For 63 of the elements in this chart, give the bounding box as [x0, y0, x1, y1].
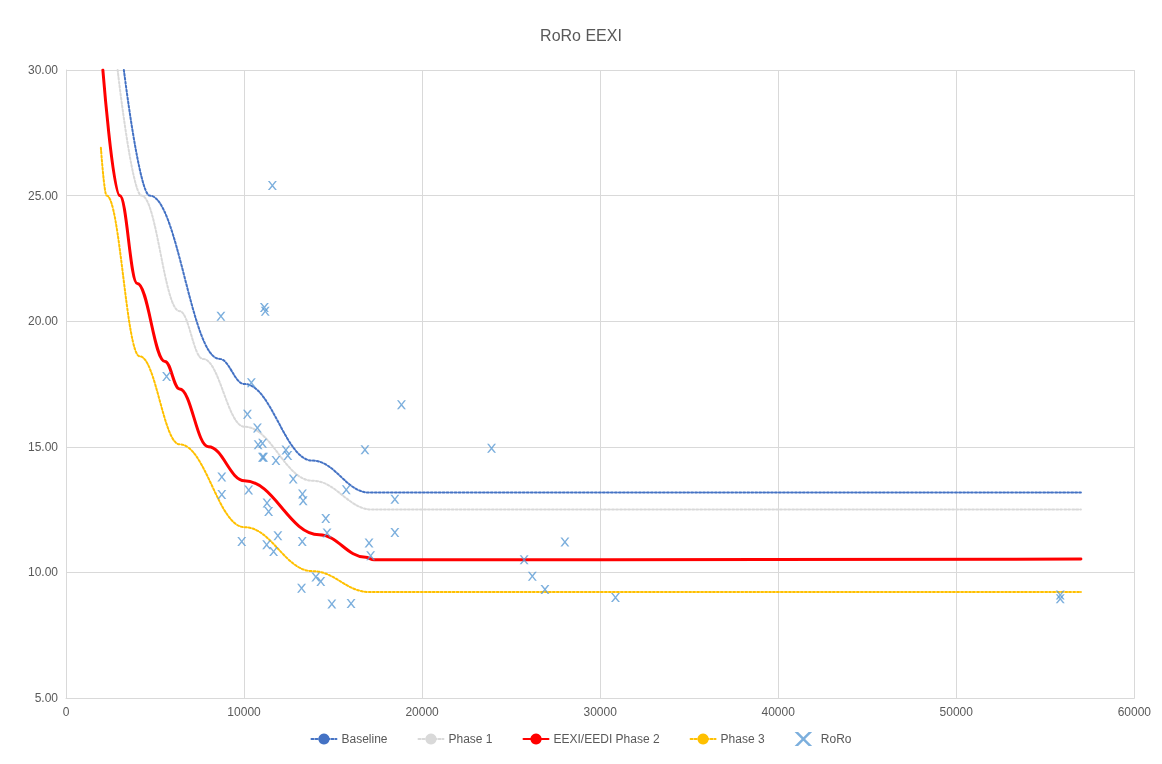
y-tick-label: 20.00 [27, 314, 59, 329]
point [487, 443, 497, 453]
x-tick-label: 60000 [1117, 705, 1152, 719]
point [162, 371, 172, 381]
point [242, 409, 252, 419]
line-series [99, 146, 1082, 593]
point [560, 537, 570, 547]
point [390, 494, 400, 504]
point [298, 496, 308, 506]
point [390, 527, 400, 537]
point [519, 555, 529, 565]
point [283, 451, 293, 461]
x-tick-label: 0 [62, 705, 70, 719]
point [396, 400, 406, 410]
x-tick-label: 10000 [227, 705, 262, 719]
point [360, 445, 370, 455]
point [258, 438, 268, 448]
point [527, 571, 537, 581]
point [244, 485, 254, 495]
point [252, 423, 262, 433]
point [366, 551, 376, 561]
point [273, 531, 283, 541]
point [321, 513, 331, 523]
point [246, 378, 256, 388]
point [540, 584, 550, 594]
chart-title: RoRo EEXI [540, 26, 622, 44]
legend-label: Phase 3 [720, 732, 765, 746]
point [217, 490, 227, 500]
legend-label: Phase 1 [448, 732, 493, 746]
point [288, 474, 298, 484]
x-tick-label: 30000 [583, 705, 618, 719]
y-tick-label: 10.00 [27, 565, 59, 580]
point [262, 498, 272, 508]
point [267, 181, 277, 191]
point [269, 547, 279, 557]
point [260, 306, 270, 316]
point [264, 507, 274, 517]
x-tick-label: 40000 [761, 705, 796, 719]
y-tick-label: 15.00 [27, 439, 59, 454]
legend-label: Baseline [341, 732, 388, 746]
legend-label: EEXI/EEDI Phase 2 [553, 732, 660, 746]
point [262, 540, 272, 550]
y-tick-label: 5.00 [34, 691, 59, 705]
point [327, 599, 337, 609]
point [271, 456, 281, 466]
point [1055, 594, 1065, 604]
point [311, 572, 321, 582]
y-tick-label: 30.00 [27, 63, 59, 77]
legend-label: RoRo [820, 732, 852, 746]
y-tick-label: 25.00 [27, 188, 59, 203]
point [346, 599, 356, 609]
point [316, 576, 326, 586]
point [364, 538, 374, 548]
point [297, 583, 307, 593]
x-tick-label: 50000 [939, 705, 974, 719]
point [237, 537, 247, 546]
point [297, 537, 307, 546]
point [610, 593, 620, 603]
point [341, 485, 351, 495]
point [217, 472, 227, 482]
x-tick-label: 20000 [405, 705, 440, 719]
point [322, 528, 332, 538]
point [216, 311, 226, 321]
